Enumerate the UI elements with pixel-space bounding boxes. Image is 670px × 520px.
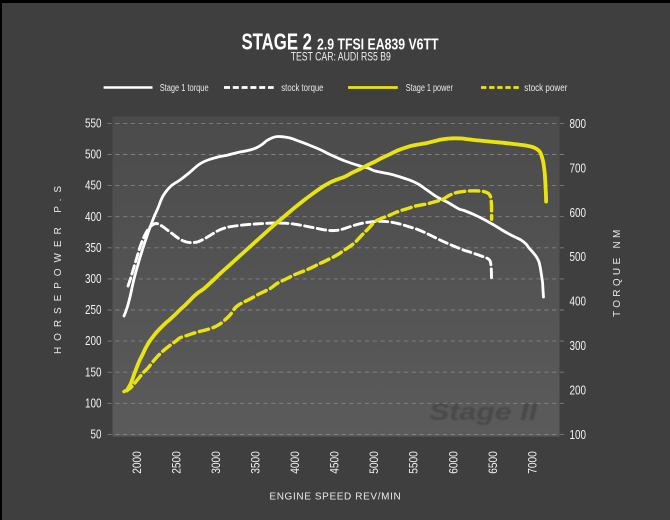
svg-text:TORQUE NM: TORQUE NM xyxy=(612,230,623,317)
svg-text:Stage 1 power: Stage 1 power xyxy=(406,83,454,94)
svg-text:6000: 6000 xyxy=(448,451,460,474)
svg-text:300: 300 xyxy=(570,339,587,353)
svg-text:TEST CAR: AUDI RS5 B9: TEST CAR: AUDI RS5 B9 xyxy=(291,51,391,63)
svg-text:500: 500 xyxy=(85,148,102,162)
svg-text:200: 200 xyxy=(85,334,102,348)
svg-text:500: 500 xyxy=(570,250,587,264)
svg-text:3500: 3500 xyxy=(251,451,263,474)
svg-text:450: 450 xyxy=(85,179,102,193)
svg-text:Stage 1 torque: Stage 1 torque xyxy=(160,83,209,94)
svg-text:700: 700 xyxy=(570,161,587,175)
svg-text:4000: 4000 xyxy=(290,451,302,474)
svg-text:2000: 2000 xyxy=(132,451,144,474)
svg-text:250: 250 xyxy=(85,303,102,317)
svg-text:2.9 TFSI EA839 V6TT: 2.9 TFSI EA839 V6TT xyxy=(317,37,439,54)
svg-text:6500: 6500 xyxy=(488,451,500,474)
svg-text:600: 600 xyxy=(570,206,587,220)
svg-text:5500: 5500 xyxy=(409,451,421,474)
svg-text:200: 200 xyxy=(570,383,587,397)
svg-text:STAGE 2: STAGE 2 xyxy=(242,29,313,55)
svg-text:7000: 7000 xyxy=(527,451,539,474)
svg-text:stock torque: stock torque xyxy=(281,83,324,94)
svg-text:300: 300 xyxy=(85,272,102,286)
svg-text:800: 800 xyxy=(570,117,587,131)
svg-text:350: 350 xyxy=(85,241,102,255)
svg-text:ENGINE SPEED REV/MIN: ENGINE SPEED REV/MIN xyxy=(269,492,400,503)
svg-text:100: 100 xyxy=(570,428,587,442)
svg-text:400: 400 xyxy=(85,210,102,224)
svg-text:5000: 5000 xyxy=(369,451,381,474)
svg-text:HORSEPOWER P.S: HORSEPOWER P.S xyxy=(53,186,64,354)
svg-text:50: 50 xyxy=(91,428,102,442)
svg-text:550: 550 xyxy=(85,117,102,131)
svg-text:150: 150 xyxy=(85,365,102,379)
svg-text:400: 400 xyxy=(570,295,587,309)
svg-text:2500: 2500 xyxy=(172,451,184,474)
svg-text:stock power: stock power xyxy=(524,83,568,94)
svg-text:100: 100 xyxy=(85,396,102,410)
svg-text:3000: 3000 xyxy=(211,451,223,474)
svg-text:4500: 4500 xyxy=(330,451,342,474)
